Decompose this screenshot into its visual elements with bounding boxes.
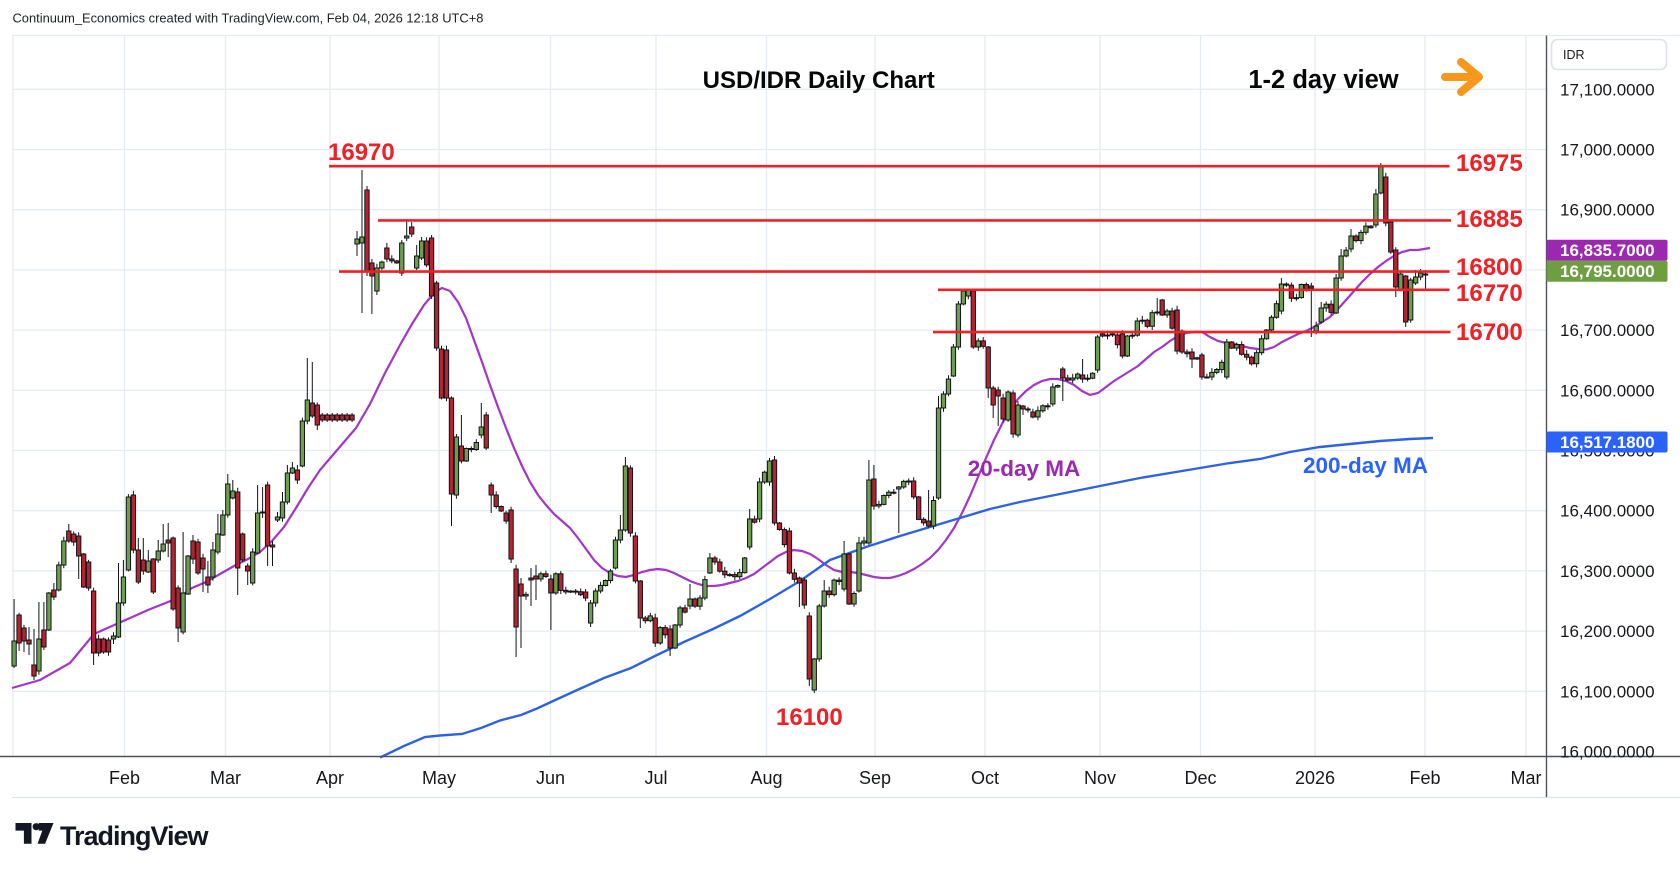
svg-text:17,000.0000: 17,000.0000 <box>1560 141 1655 160</box>
svg-text:16975: 16975 <box>1456 150 1523 177</box>
svg-text:16,517.1800: 16,517.1800 <box>1560 433 1655 452</box>
svg-text:Jul: Jul <box>644 768 667 788</box>
svg-text:Mar: Mar <box>210 768 241 788</box>
svg-text:16770: 16770 <box>1456 280 1523 307</box>
svg-text:May: May <box>422 768 456 788</box>
svg-text:Feb: Feb <box>109 768 140 788</box>
svg-text:16,200.0000: 16,200.0000 <box>1560 622 1655 641</box>
svg-text:Mar: Mar <box>1511 768 1542 788</box>
svg-text:Continuum_Economics created wi: Continuum_Economics created with Trading… <box>13 11 484 26</box>
svg-text:16700: 16700 <box>1456 319 1523 346</box>
svg-text:200-day MA: 200-day MA <box>1303 453 1428 478</box>
svg-text:16,400.0000: 16,400.0000 <box>1560 502 1655 521</box>
svg-text:16970: 16970 <box>328 139 395 166</box>
svg-text:16,700.0000: 16,700.0000 <box>1560 321 1655 340</box>
svg-text:17,100.0000: 17,100.0000 <box>1560 80 1655 99</box>
svg-text:16100: 16100 <box>776 704 843 731</box>
svg-text:1-2 day view: 1-2 day view <box>1248 66 1398 94</box>
svg-text:16,600.0000: 16,600.0000 <box>1560 381 1655 400</box>
svg-text:16,900.0000: 16,900.0000 <box>1560 201 1655 220</box>
svg-text:Aug: Aug <box>750 768 782 788</box>
svg-text:TradingView: TradingView <box>60 821 210 851</box>
svg-text:16,100.0000: 16,100.0000 <box>1560 682 1655 701</box>
svg-text:16,000.0000: 16,000.0000 <box>1560 743 1655 762</box>
svg-text:Dec: Dec <box>1184 768 1216 788</box>
svg-text:Oct: Oct <box>971 768 999 788</box>
svg-text:Apr: Apr <box>316 768 344 788</box>
svg-text:2026: 2026 <box>1295 768 1335 788</box>
svg-text:16885: 16885 <box>1456 206 1523 233</box>
svg-text:USD/IDR Daily Chart: USD/IDR Daily Chart <box>703 67 935 94</box>
svg-text:Nov: Nov <box>1084 768 1116 788</box>
svg-text:Feb: Feb <box>1409 768 1440 788</box>
svg-text:16,795.0000: 16,795.0000 <box>1560 262 1655 281</box>
svg-text:Jun: Jun <box>536 768 565 788</box>
svg-text:IDR: IDR <box>1563 48 1585 62</box>
svg-text:16800: 16800 <box>1456 254 1523 281</box>
svg-text:16,835.7000: 16,835.7000 <box>1560 241 1655 260</box>
svg-text:20-day MA: 20-day MA <box>968 456 1081 481</box>
svg-text:Sep: Sep <box>859 768 891 788</box>
svg-text:16,300.0000: 16,300.0000 <box>1560 562 1655 581</box>
